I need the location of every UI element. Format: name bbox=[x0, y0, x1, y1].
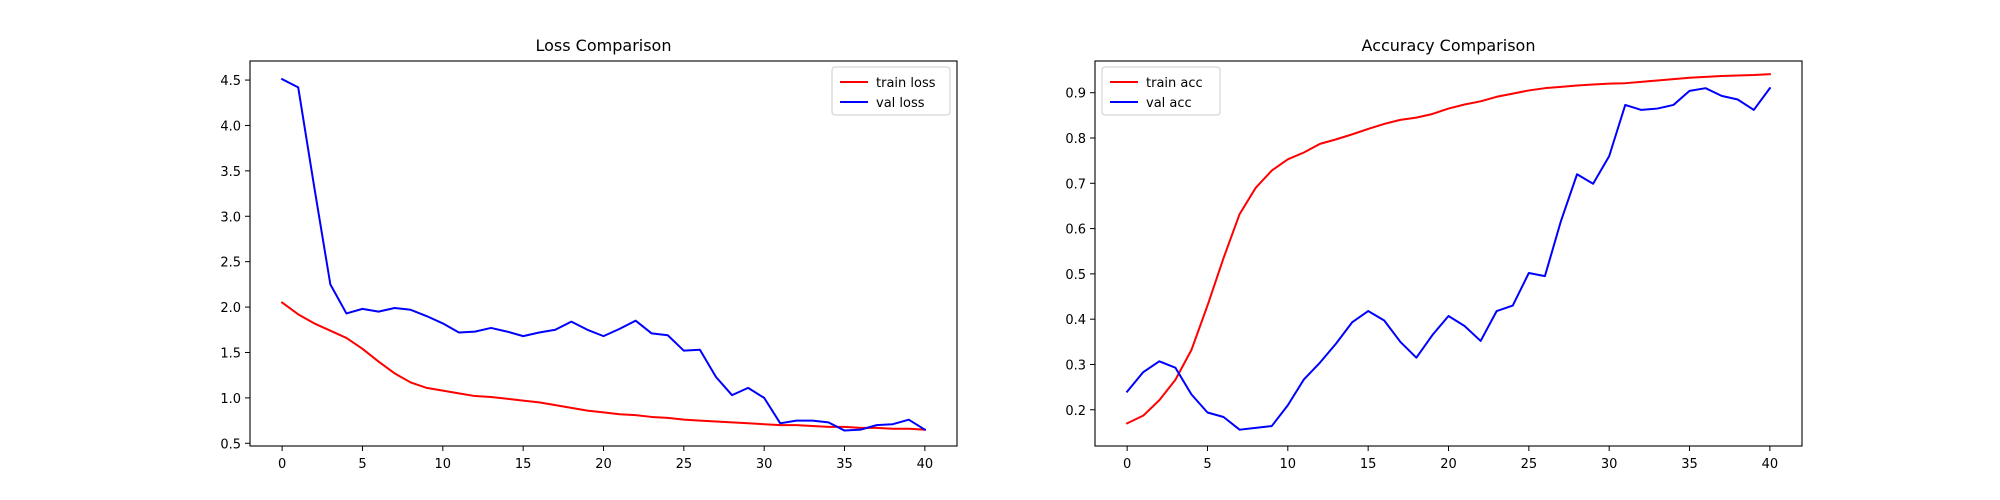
y-tick-label: 4.0 bbox=[220, 119, 241, 134]
x-tick-label: 15 bbox=[1360, 457, 1377, 472]
x-tick-label: 20 bbox=[1440, 457, 1457, 472]
x-tick-label: 5 bbox=[358, 457, 366, 472]
y-tick-label: 2.0 bbox=[220, 301, 241, 316]
chart-1: Loss Comparison 0 5 10 15 20 25 30 35 40 0.5 1.0 1.5… bbox=[220, 36, 958, 472]
y-tick-label: 0.8 bbox=[1065, 132, 1086, 147]
legend: train acc val acc bbox=[1101, 66, 1221, 116]
x-tick-label: 10 bbox=[1280, 457, 1297, 472]
series-line-val-loss bbox=[280, 77, 927, 432]
y-tick-label: 0.9 bbox=[1065, 87, 1086, 102]
legend: train loss val loss bbox=[831, 66, 951, 116]
chart-title: Accuracy Comparison bbox=[1362, 36, 1536, 55]
x-tick-label: 0 bbox=[1123, 457, 1131, 472]
series-line-train-loss bbox=[280, 301, 926, 431]
legend-label: val loss bbox=[876, 96, 925, 111]
legend-label: train loss bbox=[876, 76, 936, 91]
y-tick-label: 1.0 bbox=[220, 392, 241, 407]
y-tick-label: 2.5 bbox=[220, 256, 241, 271]
x-tick-label: 35 bbox=[836, 457, 853, 472]
chart-title: Loss Comparison bbox=[536, 36, 672, 55]
y-tick-label: 0.5 bbox=[1065, 268, 1086, 283]
y-tick-label: 1.5 bbox=[220, 346, 241, 361]
y-tick-label: 0.6 bbox=[1065, 223, 1086, 238]
legend-label: val acc bbox=[1146, 96, 1192, 111]
x-tick-label: 30 bbox=[1601, 457, 1618, 472]
y-tick-label: 0.4 bbox=[1065, 313, 1086, 328]
y-tick-label: 0.5 bbox=[220, 437, 241, 452]
y-tick-label: 0.3 bbox=[1065, 358, 1086, 373]
y-tick-label: 3.0 bbox=[220, 210, 241, 225]
plot-frame bbox=[1094, 60, 1803, 447]
x-tick-label: 40 bbox=[917, 457, 934, 472]
chart-2: Accuracy Comparison 0 5 10 15 20 25 30 35 40 0.2 0.… bbox=[1065, 36, 1803, 472]
x-tick-label: 25 bbox=[676, 457, 693, 472]
y-tick-label: 0.7 bbox=[1065, 177, 1086, 192]
x-tick-label: 20 bbox=[595, 457, 612, 472]
series-line-train-acc bbox=[1125, 73, 1771, 425]
x-tick-label: 25 bbox=[1521, 457, 1538, 472]
x-tick-label: 5 bbox=[1203, 457, 1211, 472]
plot-frame bbox=[249, 60, 958, 447]
x-tick-label: 40 bbox=[1762, 457, 1779, 472]
y-tick-label: 4.5 bbox=[220, 74, 241, 89]
y-tick-label: 0.2 bbox=[1065, 404, 1086, 419]
legend-label: train acc bbox=[1146, 76, 1203, 91]
x-tick-label: 30 bbox=[756, 457, 773, 472]
series-line-val-acc bbox=[1125, 86, 1772, 431]
x-tick-label: 15 bbox=[515, 457, 532, 472]
x-tick-label: 0 bbox=[278, 457, 286, 472]
x-tick-label: 35 bbox=[1681, 457, 1698, 472]
y-tick-label: 3.5 bbox=[220, 165, 241, 180]
x-tick-label: 10 bbox=[435, 457, 452, 472]
